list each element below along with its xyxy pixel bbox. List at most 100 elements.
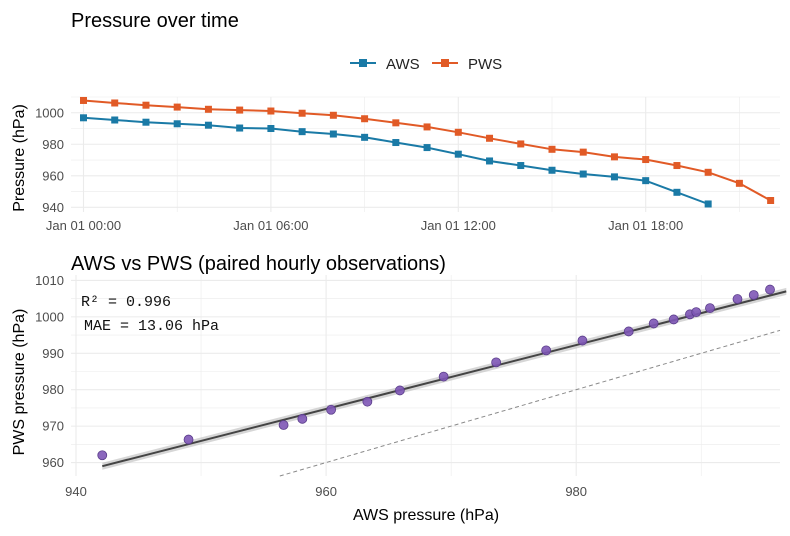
bottom-y-tick-label: 970 xyxy=(42,419,64,434)
pws-data-point xyxy=(423,123,431,131)
pws-data-point xyxy=(111,99,119,107)
aws-data-point xyxy=(704,200,712,208)
top-y-tick-label: 960 xyxy=(42,168,64,183)
pws-data-point xyxy=(392,119,400,127)
aws-data-point xyxy=(111,116,119,124)
identity-line xyxy=(279,329,781,477)
top-chart-y-tick-labels: 940 960 980 1000 xyxy=(35,105,64,215)
scatter-point xyxy=(541,345,552,356)
scatter-point xyxy=(394,385,405,396)
top-chart-x-tick-labels: Jan 01 00:00 Jan 01 06:00 Jan 01 12:00 Jan … xyxy=(46,218,683,233)
aws-data-point xyxy=(267,125,275,133)
scatter-point xyxy=(748,290,759,300)
aws-data-point xyxy=(517,162,525,170)
top-y-tick-label: 1000 xyxy=(35,105,64,120)
bottom-chart-gridlines xyxy=(71,275,780,476)
pws-data-point xyxy=(517,140,525,148)
top-y-tick-label: 940 xyxy=(42,200,64,215)
bottom-x-tick-label: 960 xyxy=(315,484,337,499)
legend-aws-marker xyxy=(359,59,367,67)
top-x-tick-label: Jan 01 18:00 xyxy=(608,218,683,233)
aws-data-point xyxy=(361,133,369,141)
top-chart-y-axis-label: Pressure (hPa) xyxy=(11,104,28,212)
scatter-point xyxy=(278,420,289,430)
bottom-y-tick-label: 1000 xyxy=(35,309,64,324)
bottom-y-tick-label: 1010 xyxy=(35,273,64,288)
legend-pws-marker xyxy=(441,59,449,67)
pws-data-point xyxy=(735,179,743,187)
scatter-point xyxy=(326,404,336,415)
pws-data-point xyxy=(704,168,712,176)
scatter-point xyxy=(623,326,634,337)
bottom-chart-points xyxy=(97,284,775,461)
scatter-point xyxy=(438,371,449,382)
aws-data-point xyxy=(610,173,618,181)
pws-data-point xyxy=(454,128,462,136)
bottom-chart-title: AWS vs PWS (paired hourly observations) xyxy=(71,253,446,275)
bottom-y-tick-label: 980 xyxy=(42,382,64,397)
pws-data-point xyxy=(610,153,618,161)
pressure-over-time-chart: Pressure over time AWS PWS Jan 01 00:00 J… xyxy=(11,10,780,233)
bottom-x-tick-label: 980 xyxy=(565,484,587,499)
scatter-point xyxy=(668,314,679,325)
top-chart-title: Pressure over time xyxy=(71,10,239,32)
pws-data-point xyxy=(548,145,556,153)
scatter-point xyxy=(705,303,715,314)
aws-data-point xyxy=(486,157,494,165)
scatter-point xyxy=(183,434,194,445)
bottom-chart-x-axis-label: AWS pressure (hPa) xyxy=(353,507,499,524)
scatter-point xyxy=(297,413,308,424)
aws-data-point xyxy=(548,166,556,174)
legend-pws-label: PWS xyxy=(468,56,502,73)
top-x-tick-label: Jan 01 00:00 xyxy=(46,218,121,233)
pws-data-point xyxy=(642,156,650,164)
legend-aws-label: AWS xyxy=(386,56,420,73)
aws-data-point xyxy=(329,130,337,138)
pws-data-point xyxy=(236,106,244,114)
pws-data-point xyxy=(579,148,587,156)
top-chart-series xyxy=(79,96,775,208)
bottom-x-tick-label: 940 xyxy=(65,484,87,499)
pws-data-point xyxy=(267,107,275,115)
pws-data-point xyxy=(298,109,306,117)
r-squared-annotation: R² = 0.996 xyxy=(81,294,171,311)
pws-data-point xyxy=(142,101,150,109)
aws-data-point xyxy=(423,144,431,152)
top-chart-legend: AWS PWS xyxy=(350,56,502,73)
top-x-tick-label: Jan 01 06:00 xyxy=(233,218,308,233)
top-y-tick-label: 980 xyxy=(42,137,64,152)
aws-data-point xyxy=(392,139,400,147)
pws-data-point xyxy=(173,103,181,111)
aws-data-point xyxy=(642,177,650,185)
pws-data-point xyxy=(767,197,775,204)
bottom-chart-x-tick-labels: 940 960 980 xyxy=(65,484,587,499)
scatter-point xyxy=(577,335,588,346)
aws-data-point xyxy=(204,121,212,129)
scatter-point xyxy=(491,357,502,368)
pws-data-point xyxy=(361,115,369,123)
scatter-point xyxy=(691,307,702,318)
scatter-point xyxy=(732,294,743,304)
pws-data-point xyxy=(329,111,337,119)
bottom-y-tick-label: 990 xyxy=(42,346,64,361)
pws-data-point xyxy=(79,96,87,104)
scatter-point xyxy=(97,450,108,461)
top-x-tick-label: Jan 01 12:00 xyxy=(421,218,496,233)
aws-vs-pws-chart: AWS vs PWS (paired hourly observations) … xyxy=(11,253,787,524)
aws-data-point xyxy=(142,118,150,126)
aws-data-point xyxy=(673,188,681,196)
aws-data-point xyxy=(79,114,87,122)
scatter-point xyxy=(765,284,775,295)
bottom-y-tick-label: 960 xyxy=(42,455,64,470)
bottom-chart-y-tick-labels: 960 970 980 990 1000 1010 xyxy=(35,273,64,470)
aws-data-point xyxy=(236,124,244,132)
aws-data-point xyxy=(454,150,462,158)
scatter-point xyxy=(362,396,373,407)
bottom-chart-y-axis-label: PWS pressure (hPa) xyxy=(11,309,28,456)
bottom-chart-reference-lines xyxy=(102,287,787,477)
aws-data-point xyxy=(579,170,587,178)
aws-data-point xyxy=(173,120,181,128)
scatter-point xyxy=(648,318,659,329)
